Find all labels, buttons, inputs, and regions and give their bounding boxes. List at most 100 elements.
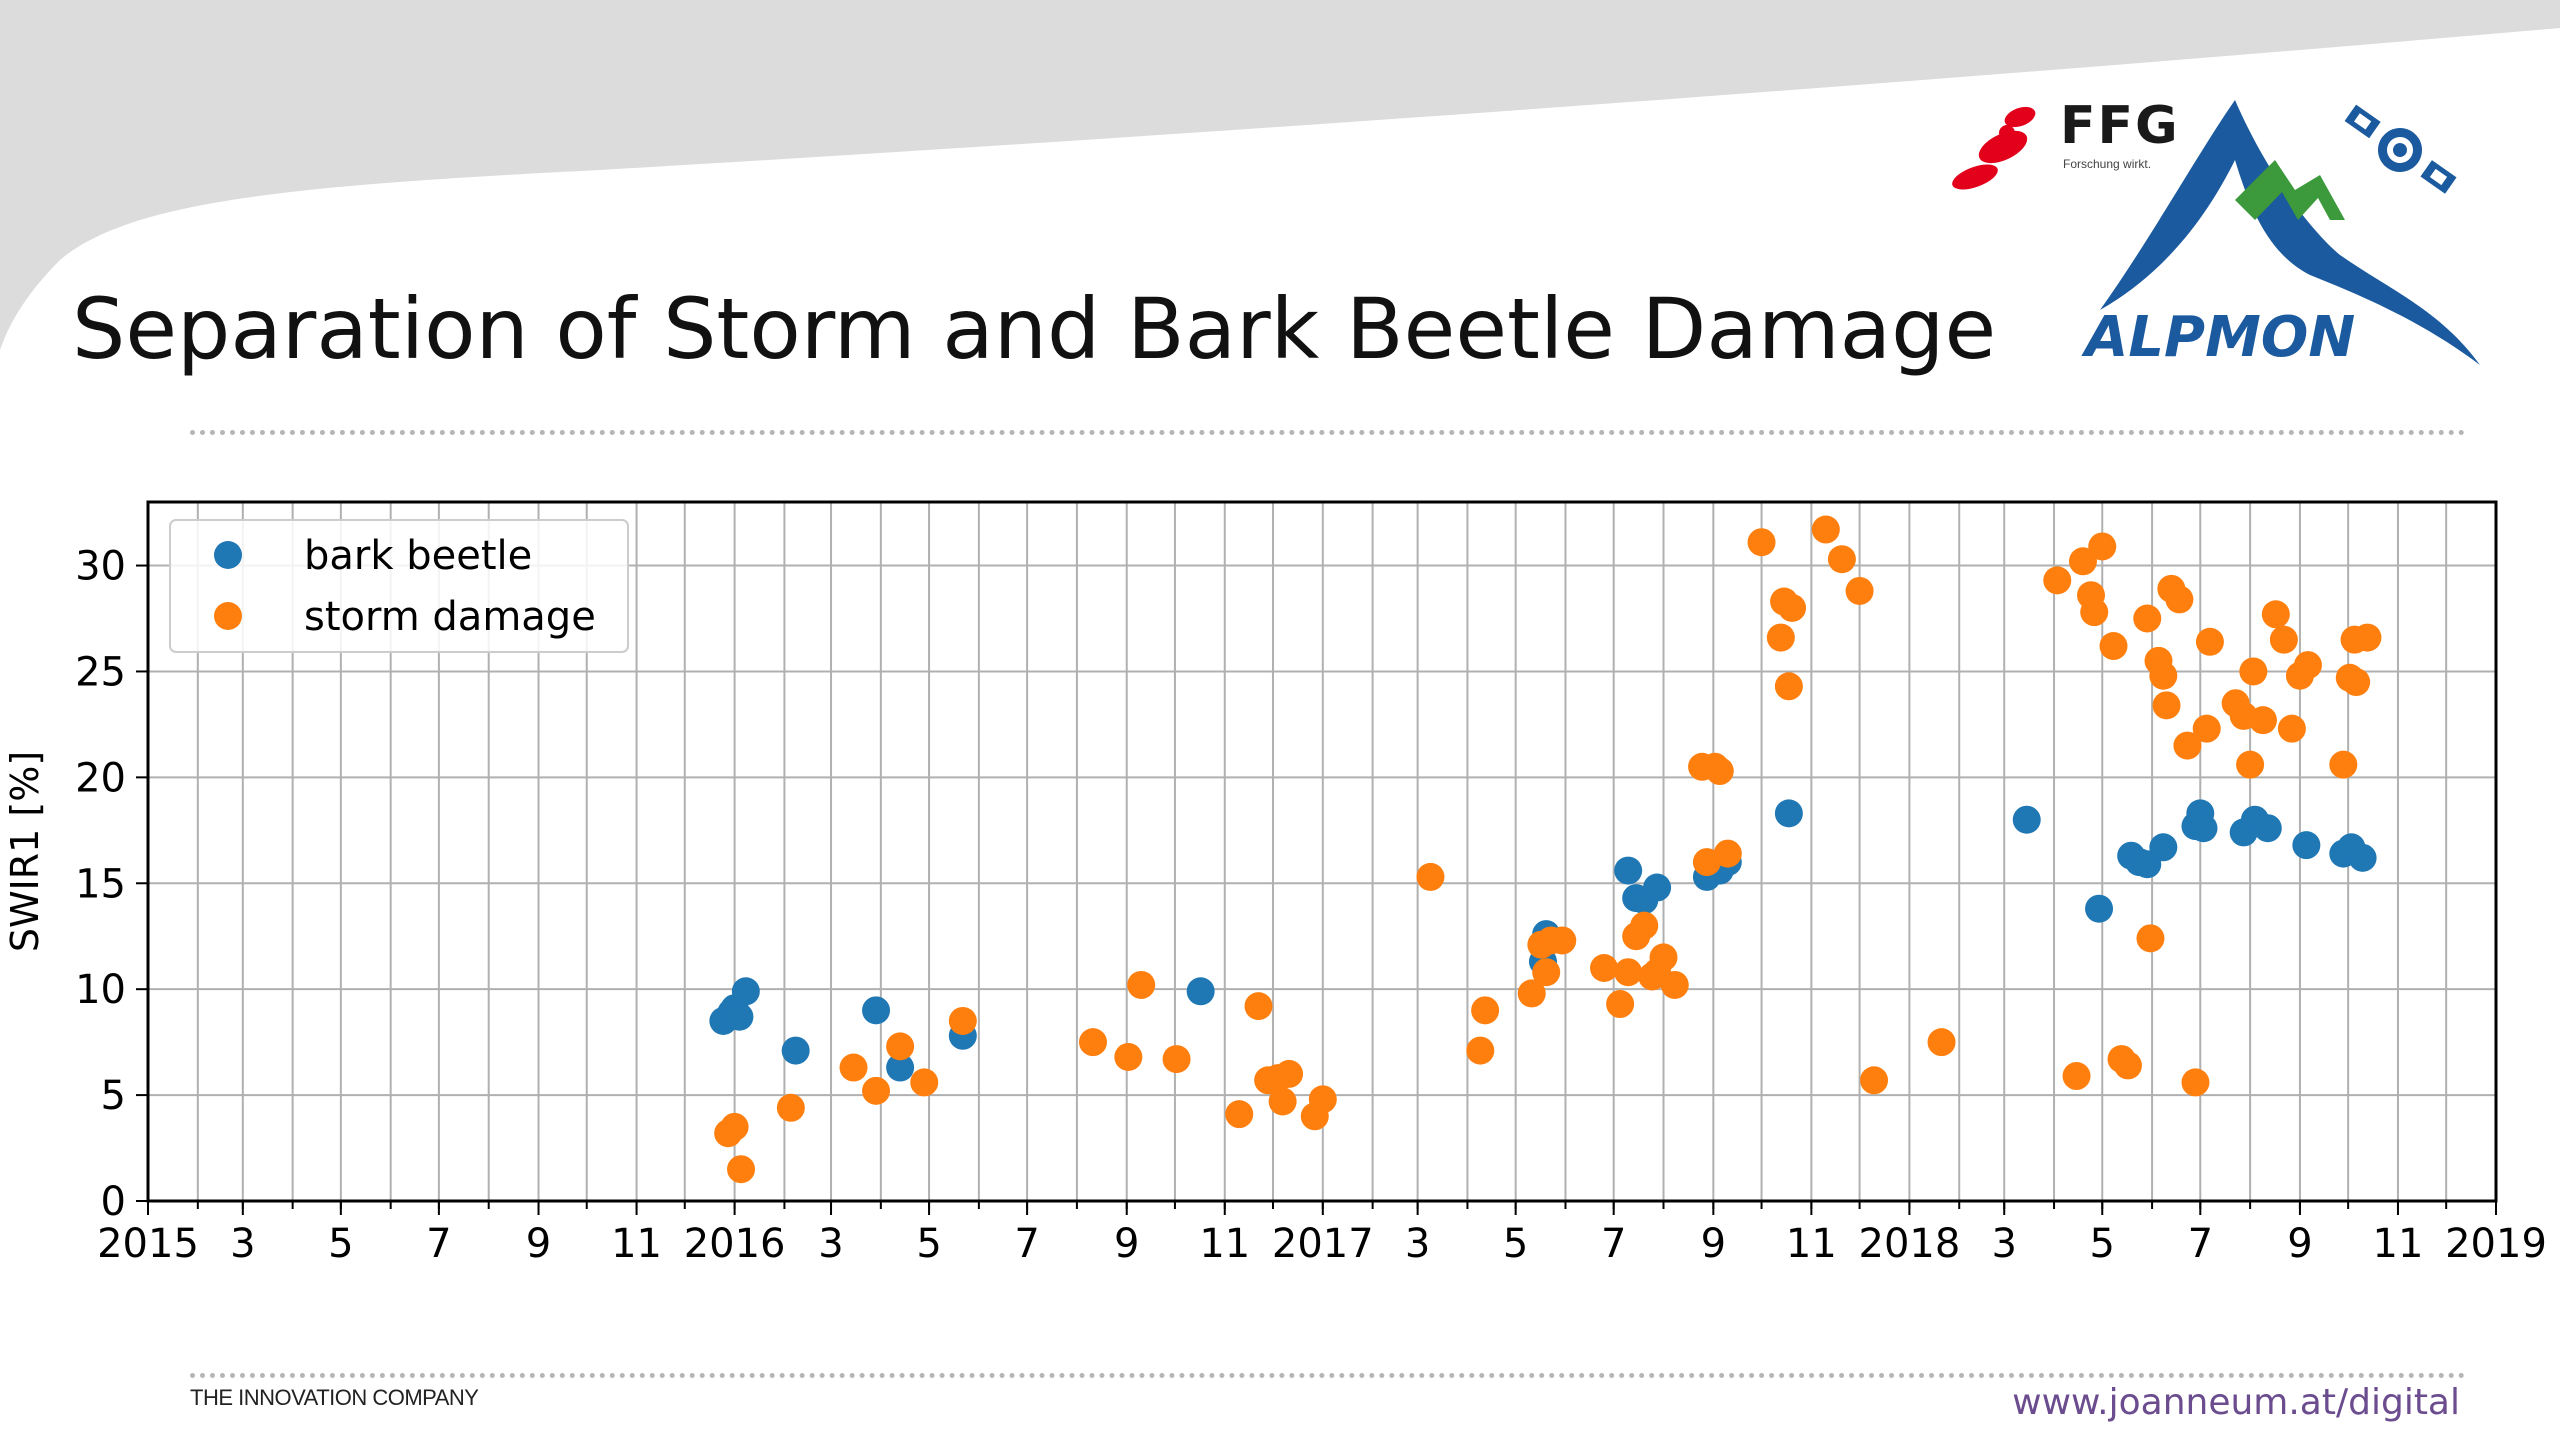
data-point-storm-damage bbox=[948, 1006, 977, 1035]
data-point-storm-damage bbox=[2152, 691, 2181, 720]
data-point-bark-beetle bbox=[886, 1053, 915, 1082]
y-tick-label: 5 bbox=[101, 1073, 126, 1119]
x-tick-label: 5 bbox=[1503, 1221, 1528, 1267]
data-point-storm-damage bbox=[2329, 750, 2358, 779]
data-point-storm-damage bbox=[1275, 1059, 1304, 1088]
data-point-storm-damage bbox=[1532, 958, 1561, 987]
data-point-storm-damage bbox=[1630, 911, 1659, 940]
data-point-storm-damage bbox=[1548, 926, 1577, 955]
x-tick-label: 11 bbox=[611, 1221, 662, 1267]
x-tick-label: 11 bbox=[2373, 1221, 2424, 1267]
y-axis-tick-labels: 0 5 10 15 20 25 30 bbox=[75, 544, 126, 1225]
x-tick-label: 5 bbox=[916, 1221, 941, 1267]
x-tick-label: 3 bbox=[230, 1221, 255, 1267]
ffg-logo-subtitle: Forschung wirkt. bbox=[2063, 157, 2152, 171]
data-point-storm-damage bbox=[910, 1068, 939, 1097]
ffg-logo-text: FFG bbox=[2060, 96, 2180, 156]
data-point-bark-beetle bbox=[2012, 805, 2041, 834]
y-tick-label: 25 bbox=[75, 649, 126, 695]
data-point-storm-damage bbox=[2149, 661, 2178, 690]
data-point-storm-damage bbox=[2181, 1068, 2210, 1097]
data-point-storm-damage bbox=[1705, 757, 1734, 786]
data-point-bark-beetle bbox=[2253, 814, 2282, 843]
x-tick-label: 2016 bbox=[684, 1221, 786, 1267]
x-tick-label: 9 bbox=[1114, 1221, 1139, 1267]
x-tick-label: 11 bbox=[1786, 1221, 1837, 1267]
x-tick-label: 2017 bbox=[1272, 1221, 1374, 1267]
grey-header-swoosh bbox=[0, 0, 2560, 350]
data-point-bark-beetle bbox=[1614, 856, 1643, 885]
data-point-storm-damage bbox=[1466, 1036, 1495, 1065]
data-point-bark-beetle bbox=[1774, 799, 1803, 828]
legend-label: storm damage bbox=[304, 594, 596, 640]
data-point-storm-damage bbox=[2133, 604, 2162, 633]
data-point-storm-damage bbox=[1471, 996, 1500, 1025]
data-point-storm-damage bbox=[1162, 1045, 1191, 1074]
y-tick-label: 15 bbox=[75, 861, 126, 907]
data-point-storm-damage bbox=[1747, 528, 1776, 557]
data-point-storm-damage bbox=[2342, 668, 2371, 697]
data-point-storm-damage bbox=[1308, 1085, 1337, 1114]
x-tick-label: 9 bbox=[2287, 1221, 2312, 1267]
data-point-storm-damage bbox=[1845, 576, 1874, 605]
title-divider bbox=[190, 430, 2466, 435]
alpmon-logo-text: ALPMON bbox=[2085, 305, 2356, 370]
footer-url: www.joanneum.at/digital bbox=[2012, 1382, 2460, 1423]
x-tick-label: 7 bbox=[2188, 1221, 2213, 1267]
legend-label: bark beetle bbox=[304, 533, 532, 579]
x-tick-label: 3 bbox=[1405, 1221, 1430, 1267]
data-point-bark-beetle bbox=[2189, 814, 2218, 843]
data-point-storm-damage bbox=[862, 1076, 891, 1105]
data-point-bark-beetle bbox=[1643, 873, 1672, 902]
y-tick-label: 10 bbox=[75, 967, 126, 1013]
x-tick-label: 2015 bbox=[97, 1221, 199, 1267]
data-point-storm-damage bbox=[1606, 990, 1635, 1019]
data-point-bark-beetle bbox=[862, 996, 891, 1025]
data-point-storm-damage bbox=[2136, 924, 2165, 953]
data-point-storm-damage bbox=[1268, 1087, 1297, 1116]
data-point-storm-damage bbox=[2195, 627, 2224, 656]
legend-marker bbox=[214, 541, 242, 569]
data-point-bark-beetle bbox=[2348, 843, 2377, 872]
data-point-storm-damage bbox=[2269, 625, 2298, 654]
data-point-storm-damage bbox=[839, 1053, 868, 1082]
data-point-storm-damage bbox=[1517, 979, 1546, 1008]
data-point-bark-beetle bbox=[2085, 894, 2114, 923]
alpmon-logo-icon bbox=[2100, 100, 2480, 365]
data-point-storm-damage bbox=[1225, 1100, 1254, 1129]
scatter-chart: 0 5 10 15 20 25 30 2015 3 5 7 9 11 2016 3 5 7 9 11 2017 3 5 7… bbox=[3, 500, 2547, 1267]
data-point-storm-damage bbox=[2353, 623, 2382, 652]
x-tick-label: 7 bbox=[1014, 1221, 1039, 1267]
data-point-storm-damage bbox=[1127, 970, 1156, 999]
data-point-storm-damage bbox=[2113, 1051, 2142, 1080]
data-point-storm-damage bbox=[2173, 731, 2202, 760]
axis-ticks bbox=[136, 564, 2497, 1215]
y-tick-label: 20 bbox=[75, 755, 126, 801]
ffg-logo-icon bbox=[1952, 106, 2036, 190]
data-point-storm-damage bbox=[2192, 714, 2221, 743]
data-point-storm-damage bbox=[2248, 706, 2277, 735]
data-point-storm-damage bbox=[1811, 515, 1840, 544]
x-tick-label: 9 bbox=[526, 1221, 551, 1267]
data-point-storm-damage bbox=[1860, 1066, 1889, 1095]
data-point-storm-damage bbox=[1774, 672, 1803, 701]
data-point-bark-beetle bbox=[725, 1002, 754, 1031]
y-axis-label: SWIR1 [%] bbox=[3, 751, 47, 952]
data-point-storm-damage bbox=[776, 1093, 805, 1122]
data-point-storm-damage bbox=[2236, 750, 2265, 779]
data-point-storm-damage bbox=[2088, 532, 2117, 561]
data-point-storm-damage bbox=[1778, 593, 1807, 622]
data-point-storm-damage bbox=[1614, 958, 1643, 987]
x-axis-tick-labels: 2015 3 5 7 9 11 2016 3 5 7 9 11 2017 3 5 7 9 11 2018 3 5 7 9 11… bbox=[97, 1221, 2547, 1267]
data-point-bark-beetle bbox=[2292, 831, 2321, 860]
x-tick-label: 5 bbox=[328, 1221, 353, 1267]
data-point-storm-damage bbox=[1244, 992, 1273, 1021]
data-point-bark-beetle bbox=[2149, 833, 2178, 862]
data-point-storm-damage bbox=[2080, 598, 2109, 627]
data-point-storm-damage bbox=[1114, 1042, 1143, 1071]
x-tick-label: 3 bbox=[818, 1221, 843, 1267]
data-point-storm-damage bbox=[2293, 651, 2322, 680]
data-point-storm-damage bbox=[2062, 1062, 2091, 1091]
footer-divider bbox=[190, 1373, 2466, 1378]
